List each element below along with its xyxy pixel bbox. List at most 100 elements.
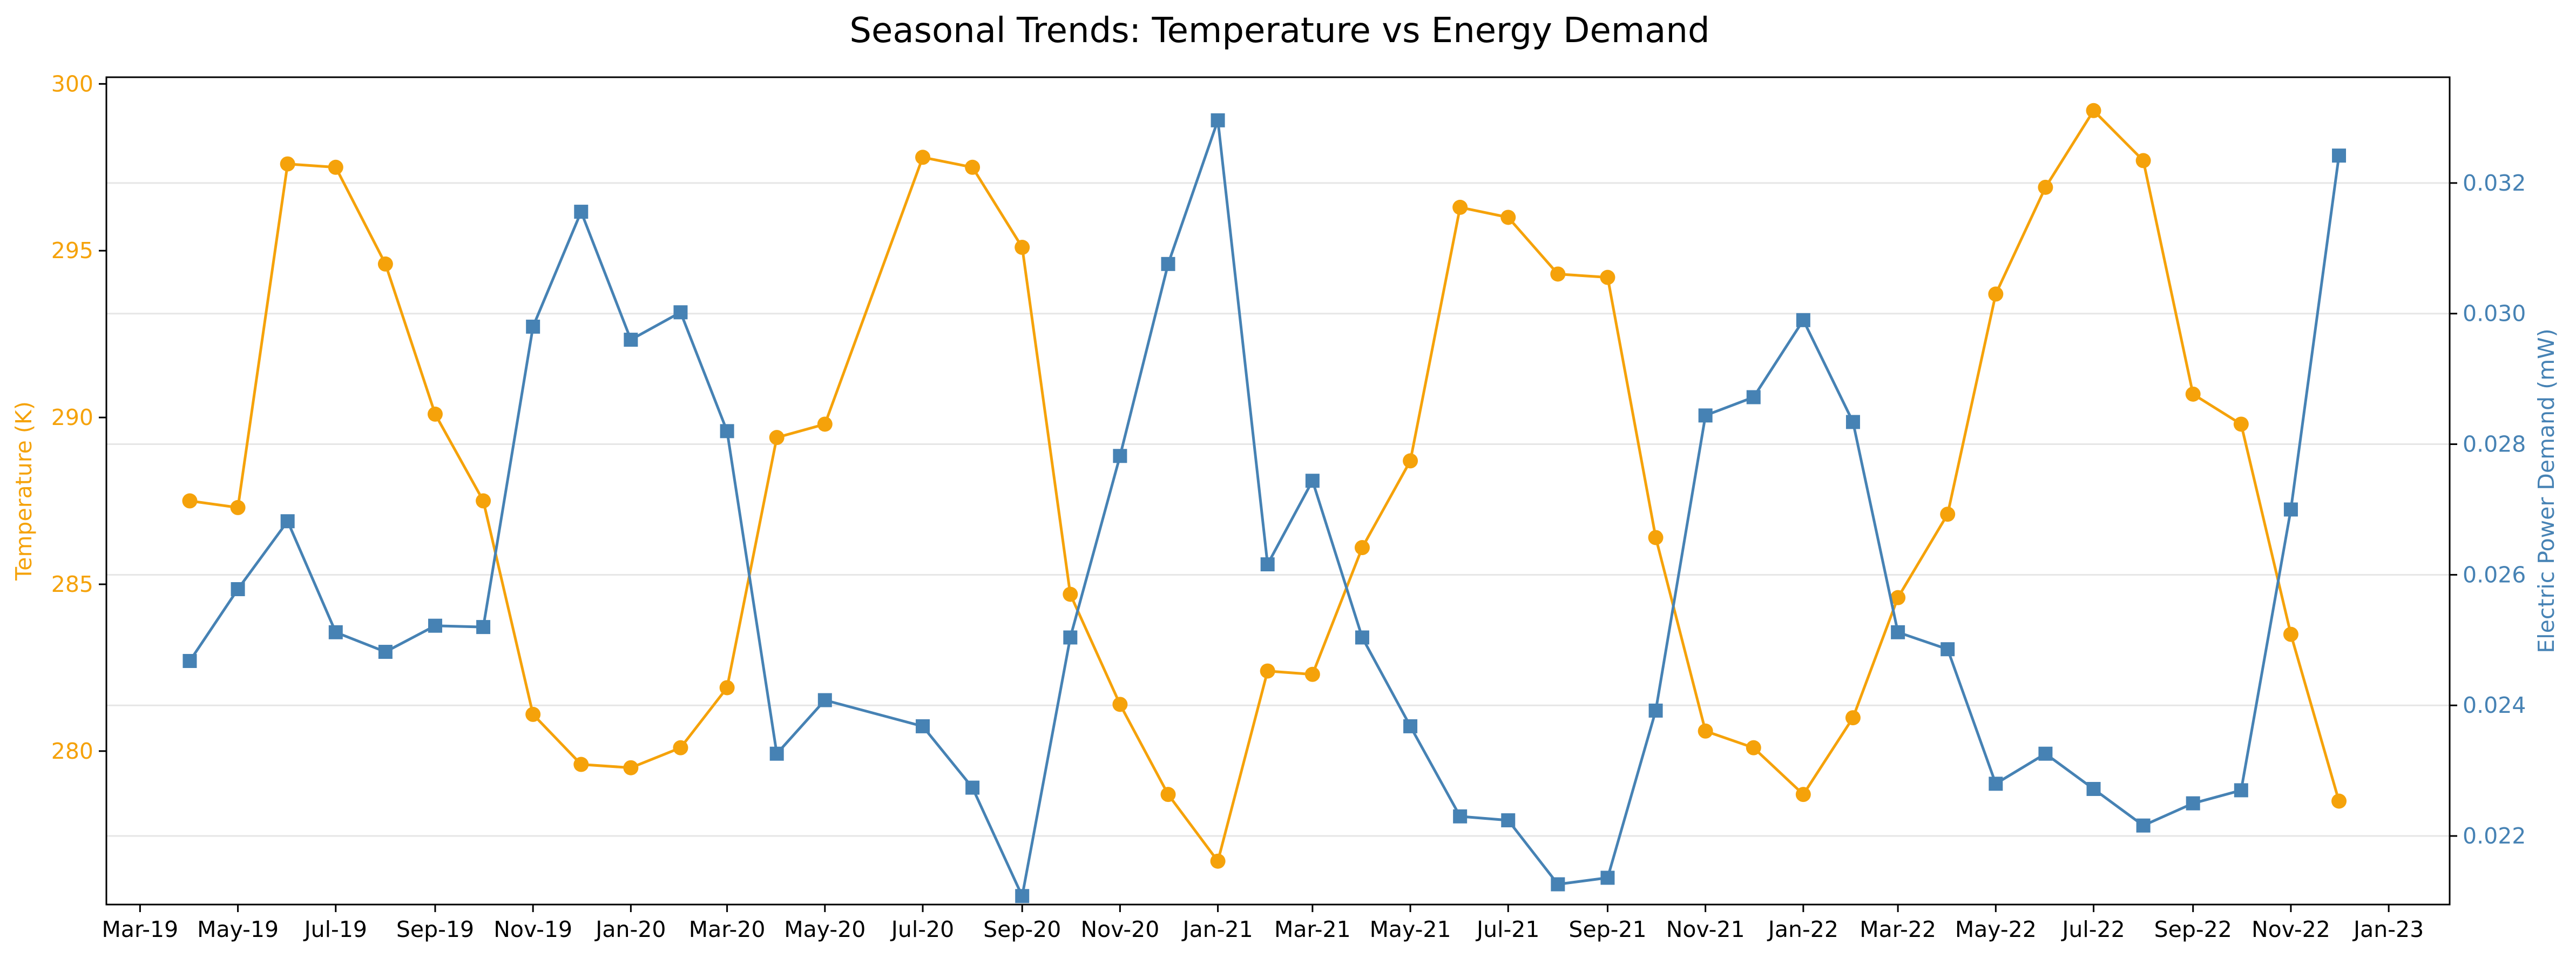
x-tick-label: Sep-19 bbox=[396, 916, 474, 942]
demand-point bbox=[1305, 474, 1320, 488]
demand-point bbox=[1355, 630, 1369, 645]
temperature-point bbox=[1940, 507, 1956, 522]
temperature-point bbox=[769, 430, 785, 446]
demand-point bbox=[1648, 703, 1663, 718]
temperature-point bbox=[230, 500, 246, 515]
temperature-point bbox=[1260, 663, 1275, 679]
x-tick-label: Jul-21 bbox=[1475, 916, 1539, 942]
demand-point bbox=[720, 424, 734, 438]
chart-title: Seasonal Trends: Temperature vs Energy D… bbox=[849, 11, 1709, 51]
demand-point bbox=[1891, 625, 1905, 639]
y-right-tick-label: 0.024 bbox=[2463, 692, 2526, 718]
temperature-point bbox=[573, 757, 589, 772]
demand-point bbox=[2086, 781, 2101, 796]
temperature-point bbox=[965, 159, 981, 175]
x-tick-label: Nov-22 bbox=[2252, 916, 2330, 942]
gridlines bbox=[106, 182, 2450, 837]
demand-point bbox=[769, 746, 784, 761]
demand-point bbox=[1453, 809, 1468, 824]
x-tick-label: May-20 bbox=[784, 916, 866, 942]
y-axis-right-label: Electric Power Demand (mW) bbox=[2533, 328, 2559, 653]
x-tick-label: Sep-21 bbox=[1568, 916, 1646, 942]
temperature-point bbox=[1063, 586, 1078, 602]
temperature-point bbox=[2185, 386, 2201, 402]
x-tick-label: Jul-19 bbox=[303, 916, 367, 942]
y-axis-right: 0.022 0.024 0.026 0.028 0.030 0.032 bbox=[2450, 170, 2526, 849]
demand-point bbox=[817, 693, 832, 707]
demand-point bbox=[2136, 818, 2151, 833]
demand-point bbox=[1746, 390, 1761, 404]
temperature-point bbox=[1890, 590, 1906, 605]
temperature-point bbox=[2331, 793, 2347, 809]
x-tick-label: Jul-22 bbox=[2060, 916, 2125, 942]
temperature-point bbox=[2135, 153, 2151, 168]
y-left-tick-label: 295 bbox=[51, 238, 93, 264]
temperature-point bbox=[1112, 697, 1128, 712]
x-axis: Mar-19 May-19 Jul-19 Sep-19 Nov-19 Jan-20 Mar-… bbox=[102, 905, 2424, 942]
demand-point bbox=[328, 625, 343, 639]
temperature-point bbox=[280, 156, 295, 172]
x-tick-label: Jan-21 bbox=[1181, 916, 1253, 942]
x-tick-label: Jan-20 bbox=[594, 916, 666, 942]
y-left-tick-label: 290 bbox=[51, 404, 93, 430]
temperature-point bbox=[915, 150, 931, 165]
demand-point bbox=[1698, 408, 1713, 423]
demand-point bbox=[1600, 871, 1615, 885]
temperature-point bbox=[673, 740, 688, 755]
demand-point bbox=[182, 653, 197, 668]
temperature-point bbox=[1795, 787, 1811, 802]
x-tick-label: May-21 bbox=[1370, 916, 1451, 942]
temperature-point bbox=[525, 706, 541, 722]
temperature-point bbox=[1354, 540, 1370, 556]
y-right-tick-label: 0.030 bbox=[2463, 301, 2526, 327]
demand-point bbox=[916, 719, 930, 733]
demand-point bbox=[1260, 557, 1275, 572]
demand-point bbox=[2038, 746, 2053, 761]
demand-point bbox=[2332, 149, 2347, 163]
temperature-point bbox=[1500, 210, 1516, 225]
temperature-point bbox=[1403, 453, 1418, 469]
x-tick-label: Mar-22 bbox=[1860, 916, 1936, 942]
demand-point bbox=[1551, 877, 1565, 892]
demand-point bbox=[2283, 502, 2298, 517]
temperature-point bbox=[2086, 103, 2101, 118]
demand-point bbox=[526, 319, 540, 334]
demand-point bbox=[1161, 257, 1175, 271]
demand-series-line bbox=[188, 119, 2341, 898]
temperature-point bbox=[1746, 740, 1761, 755]
demand-point bbox=[1113, 449, 1127, 463]
demand-point bbox=[1501, 813, 1516, 828]
demand-point bbox=[2234, 783, 2248, 798]
temperature-point bbox=[1845, 710, 1861, 726]
demand-point bbox=[2186, 796, 2200, 811]
temperature-point bbox=[623, 760, 639, 775]
x-tick-label: Jan-23 bbox=[2352, 916, 2424, 942]
temperature-point bbox=[1304, 666, 1320, 682]
plot-frame bbox=[105, 76, 2451, 906]
temperature-point bbox=[1015, 240, 1030, 255]
demand-point bbox=[624, 333, 638, 347]
temperature-point bbox=[1452, 199, 1468, 215]
temperature-point bbox=[1600, 269, 1615, 285]
demand-point bbox=[1796, 313, 1810, 327]
x-tick-label: Jan-22 bbox=[1767, 916, 1838, 942]
demand-point bbox=[673, 305, 688, 320]
temperature-point bbox=[1550, 266, 1566, 282]
x-tick-label: Mar-21 bbox=[1274, 916, 1351, 942]
temperature-point bbox=[1160, 787, 1176, 802]
x-tick-label: Nov-20 bbox=[1080, 916, 1159, 942]
x-tick-label: Jul-20 bbox=[890, 916, 954, 942]
demand-point bbox=[231, 582, 245, 596]
demand-point bbox=[1211, 113, 1225, 127]
temperature-point bbox=[2038, 179, 2053, 195]
demand-point bbox=[1015, 889, 1030, 903]
x-tick-label: Nov-21 bbox=[1666, 916, 1745, 942]
temperature-point bbox=[377, 256, 393, 272]
y-left-tick-label: 280 bbox=[51, 738, 93, 764]
y-right-tick-label: 0.026 bbox=[2463, 562, 2526, 588]
temperature-point bbox=[476, 493, 491, 509]
y-right-tick-label: 0.022 bbox=[2463, 823, 2526, 849]
temperature-series-line bbox=[190, 109, 2341, 863]
